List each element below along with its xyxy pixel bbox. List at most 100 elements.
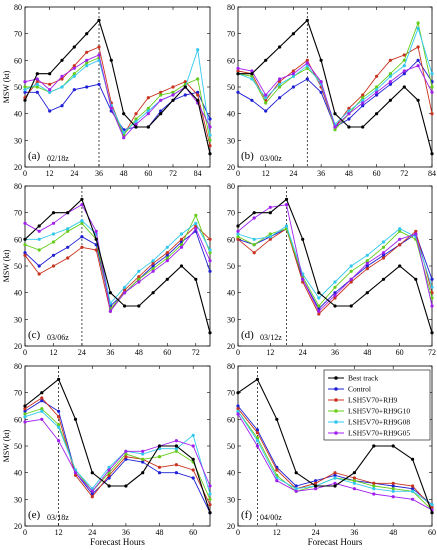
data-point bbox=[236, 90, 240, 94]
data-point bbox=[51, 221, 56, 225]
data-point bbox=[333, 112, 337, 116]
data-point bbox=[23, 253, 27, 257]
data-point bbox=[80, 221, 84, 225]
data-point bbox=[391, 489, 395, 493]
data-point bbox=[236, 409, 240, 413]
data-point bbox=[411, 497, 415, 501]
data-point bbox=[430, 296, 434, 300]
y-tick-label: 40 bbox=[14, 289, 22, 298]
x-tick-label: 72 bbox=[169, 169, 177, 178]
data-point bbox=[381, 245, 386, 249]
data-point bbox=[23, 407, 27, 411]
data-point bbox=[430, 72, 434, 76]
series-line-best-track bbox=[24, 19, 211, 154]
data-point bbox=[375, 74, 379, 78]
data-point bbox=[80, 235, 84, 239]
data-point bbox=[255, 377, 259, 381]
legend-swatch-marker bbox=[334, 398, 338, 402]
y-tick-label: 80 bbox=[227, 3, 235, 12]
panel-time-label: 03/06z bbox=[47, 333, 69, 342]
series-control bbox=[23, 399, 212, 515]
data-point bbox=[275, 479, 279, 483]
series-lsh5v70-rh9g10 bbox=[23, 407, 212, 501]
x-tick-label: 0 bbox=[236, 348, 240, 357]
data-point bbox=[48, 88, 52, 92]
data-point bbox=[305, 64, 309, 68]
data-point bbox=[208, 237, 212, 241]
data-point bbox=[85, 58, 89, 62]
data-point bbox=[90, 489, 94, 493]
data-point bbox=[157, 465, 162, 469]
y-tick-label: 30 bbox=[227, 495, 235, 504]
y-tick-label: 20 bbox=[227, 163, 235, 172]
data-point bbox=[85, 50, 89, 54]
data-point bbox=[305, 18, 309, 22]
data-point bbox=[255, 428, 259, 432]
data-point bbox=[333, 291, 337, 295]
data-point bbox=[171, 93, 175, 97]
data-point bbox=[352, 487, 356, 491]
data-point bbox=[236, 229, 240, 233]
data-point bbox=[165, 253, 169, 257]
data-point bbox=[48, 72, 52, 76]
data-point bbox=[333, 481, 337, 485]
data-point bbox=[430, 503, 434, 507]
data-point bbox=[402, 53, 406, 57]
x-tick-label: 36 bbox=[106, 348, 114, 357]
legend-entry-lsh5v70-rh9g10: LSH5V70+RH9G10 bbox=[328, 407, 410, 416]
chart-panel-1: 20 30 40 50 60 70 80 0 12 24 36 48 60 72 84 MSW (kt) (a)… bbox=[2, 3, 212, 178]
data-point bbox=[314, 487, 318, 491]
data-point bbox=[402, 58, 406, 62]
x-tick-label: 60 bbox=[396, 348, 404, 357]
data-point bbox=[146, 106, 150, 110]
data-point bbox=[252, 216, 256, 220]
data-point bbox=[375, 112, 379, 116]
data-point bbox=[365, 261, 369, 265]
x-tick-label: 36 bbox=[331, 348, 339, 357]
legend-entry-lsh5v70-rh9: LSH5V70+RH9 bbox=[328, 396, 397, 405]
data-point bbox=[398, 243, 402, 247]
data-point bbox=[60, 77, 64, 81]
data-point bbox=[301, 237, 305, 241]
x-tick-label: 12 bbox=[273, 528, 281, 537]
data-point bbox=[179, 245, 184, 249]
data-point bbox=[60, 58, 64, 62]
data-point bbox=[416, 58, 420, 62]
x-tick-label: 12 bbox=[266, 348, 274, 357]
panel-label: (d) bbox=[241, 329, 254, 341]
data-point bbox=[80, 245, 84, 249]
data-point bbox=[365, 259, 369, 263]
data-point bbox=[264, 109, 268, 113]
series-lsh5v70-rh9g08 bbox=[236, 224, 434, 300]
data-point bbox=[333, 128, 337, 132]
data-point bbox=[372, 444, 376, 448]
data-point bbox=[352, 481, 356, 485]
data-point bbox=[414, 277, 418, 281]
data-point bbox=[430, 304, 434, 308]
y-tick-label: 60 bbox=[14, 56, 22, 65]
data-point bbox=[236, 224, 240, 228]
data-point bbox=[66, 211, 70, 215]
data-point bbox=[66, 227, 70, 231]
y-tick-label: 70 bbox=[227, 389, 235, 398]
data-point bbox=[388, 74, 392, 78]
data-point bbox=[23, 237, 27, 241]
data-point bbox=[333, 280, 337, 284]
x-tick-label: 24 bbox=[70, 169, 78, 178]
data-point bbox=[72, 72, 76, 76]
data-point bbox=[250, 98, 254, 102]
data-point bbox=[141, 457, 145, 461]
data-point bbox=[236, 66, 240, 70]
panel-time-label: 03/18z bbox=[47, 513, 69, 522]
x-tick-label: 36 bbox=[350, 528, 358, 537]
data-point bbox=[37, 229, 41, 233]
x-tick-label: 84 bbox=[428, 169, 436, 178]
data-point bbox=[137, 277, 141, 281]
data-point bbox=[165, 251, 169, 255]
y-tick-label: 80 bbox=[14, 3, 22, 12]
data-point bbox=[391, 484, 395, 488]
series-lsh5v70-rh9g05 bbox=[23, 417, 212, 493]
y-axis-label: MSW (kt) bbox=[2, 429, 11, 462]
data-point bbox=[430, 285, 434, 289]
